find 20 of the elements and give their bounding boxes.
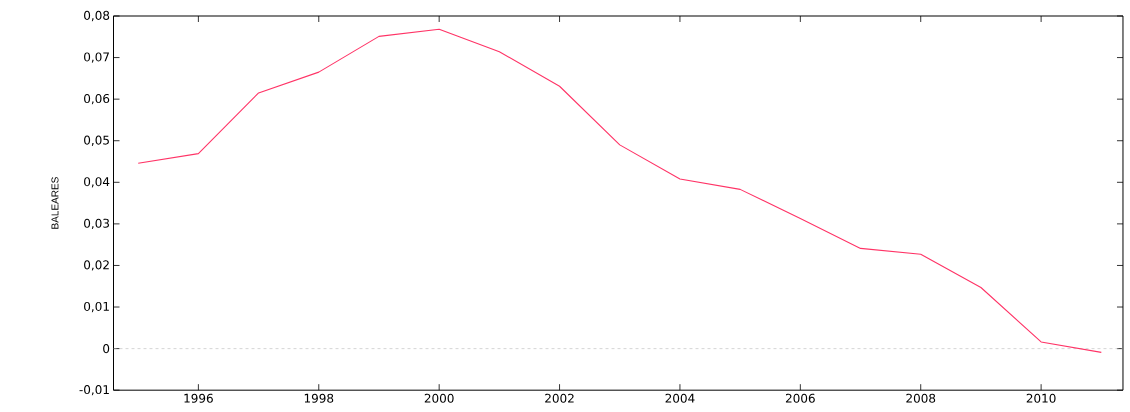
x-tick-label: 2006 [785,393,815,403]
y-tick-label: -0,01 [79,385,109,396]
y-tick-label: 0,01 [84,301,109,313]
y-tick-label: 0 [103,344,110,354]
line-series [137,28,1102,353]
y-tick-label: 0,04 [84,177,110,188]
y-tick-label: 0,07 [84,52,109,63]
x-tick-label: 2010 [1026,393,1056,403]
x-tick-label: 1998 [304,393,334,403]
x-tick-label: 2008 [906,393,936,403]
y-tick-label: 0,02 [84,260,109,271]
y-axis-title: BALEARES [51,177,59,229]
y-tick-label: 0,06 [84,94,110,105]
x-tick-label: 2002 [545,393,574,403]
y-tick-label: 0,03 [84,218,110,230]
x-tick-label: 2004 [665,393,695,403]
y-tick-label: 0,05 [84,135,109,146]
x-tick-label: 2000 [424,393,454,403]
x-tick-label: 1996 [184,393,213,403]
y-tick-label: 0,08 [84,10,110,22]
